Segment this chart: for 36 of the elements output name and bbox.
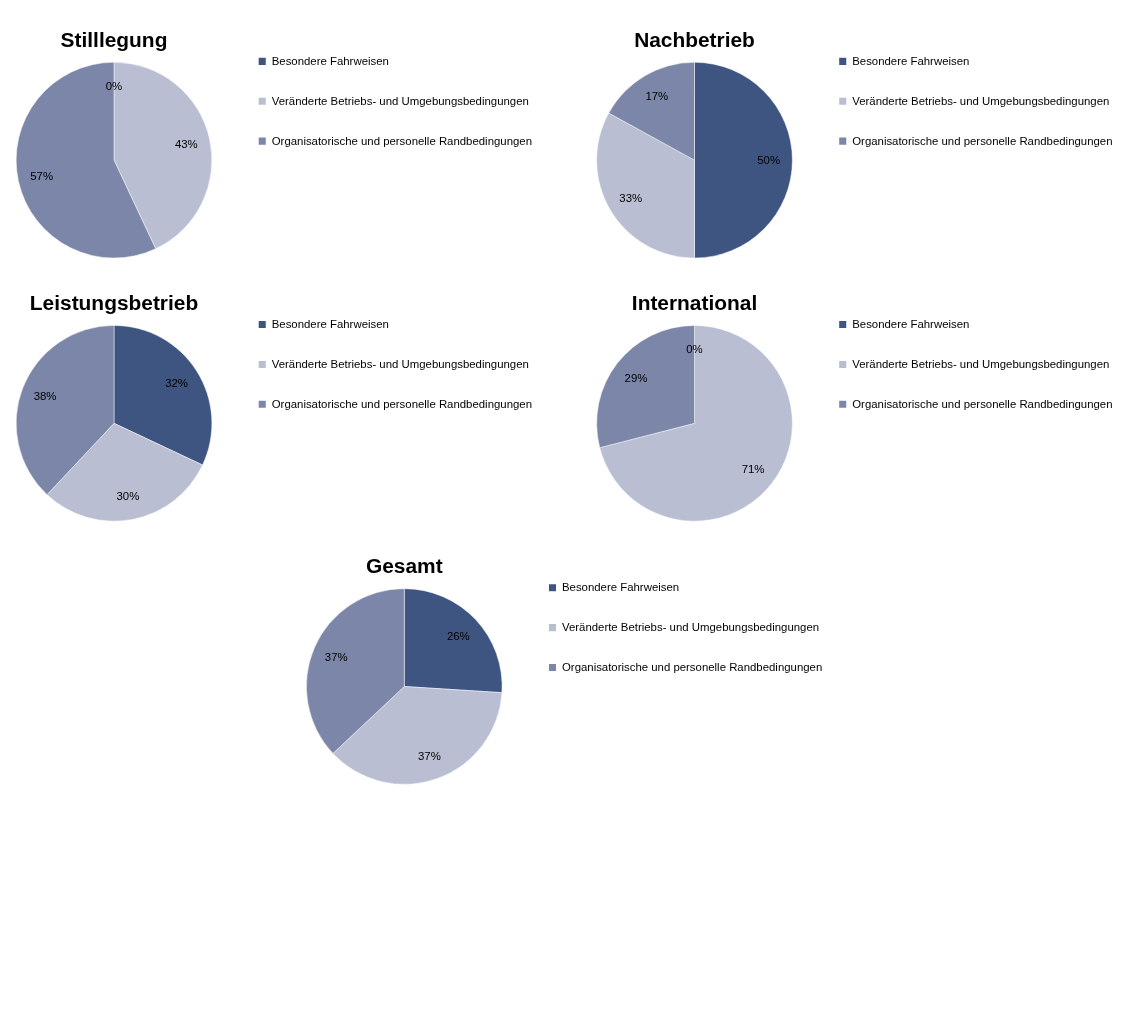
- legend-label: Organisatorische und personelle Randbedingungen: [852, 134, 1113, 147]
- legend-label: Organisatorische und personelle Randbedingungen: [852, 398, 1113, 411]
- legend-label: Besondere Fahrweisen: [561, 581, 680, 594]
- data-label: 37%: [417, 750, 441, 763]
- text: 0%: [686, 343, 703, 356]
- legend-label: Organisatorische und personelle Randbedingungen: [561, 661, 823, 674]
- legend-label: Besondere Fahrweisen: [852, 318, 970, 331]
- data-label: 32%: [165, 377, 188, 390]
- data-label: 29%: [624, 371, 648, 384]
- data-label: 17%: [645, 90, 669, 103]
- data-label: 71%: [741, 462, 765, 475]
- chart-title: Gesamt: [365, 554, 443, 578]
- chart-title: Stilllegung: [60, 28, 168, 52]
- legend-label: Veränderte Betriebs- und Umgebungsbedingungen: [271, 95, 529, 108]
- legend-label: Veränderte Betriebs- und Umgebungsbedingungen: [271, 358, 529, 371]
- chart-title: Leistungsbetrieb: [29, 291, 199, 315]
- data-label: 37%: [324, 650, 348, 663]
- legend-label: Veränderte Betriebs- und Umgebungsbedingungen: [852, 358, 1110, 371]
- legend-label: Organisatorische und personelle Randbedingungen: [271, 398, 533, 411]
- data-label: 33%: [619, 191, 643, 204]
- legend-label: Besondere Fahrweisen: [852, 55, 970, 68]
- data-label: 26%: [446, 629, 470, 642]
- data-label: 38%: [33, 389, 57, 402]
- chart-title: Nachbetrieb: [634, 28, 755, 52]
- legend-label: Besondere Fahrweisen: [271, 318, 389, 331]
- data-label: 30%: [116, 489, 140, 502]
- legend-label: Besondere Fahrweisen: [271, 55, 389, 68]
- legend-label: Veränderte Betriebs- und Umgebungsbedingungen: [561, 621, 820, 634]
- chart-title: International: [631, 291, 758, 315]
- data-label: 57%: [30, 170, 54, 183]
- data-label: 50%: [757, 153, 781, 166]
- data-label: 43%: [174, 137, 198, 150]
- pie-slice: [599, 325, 793, 522]
- text: 0%: [105, 79, 123, 92]
- legend-label: Organisatorische und personelle Randbedingungen: [271, 134, 533, 147]
- legend-label: Veränderte Betriebs- und Umgebungsbedingungen: [852, 95, 1110, 108]
